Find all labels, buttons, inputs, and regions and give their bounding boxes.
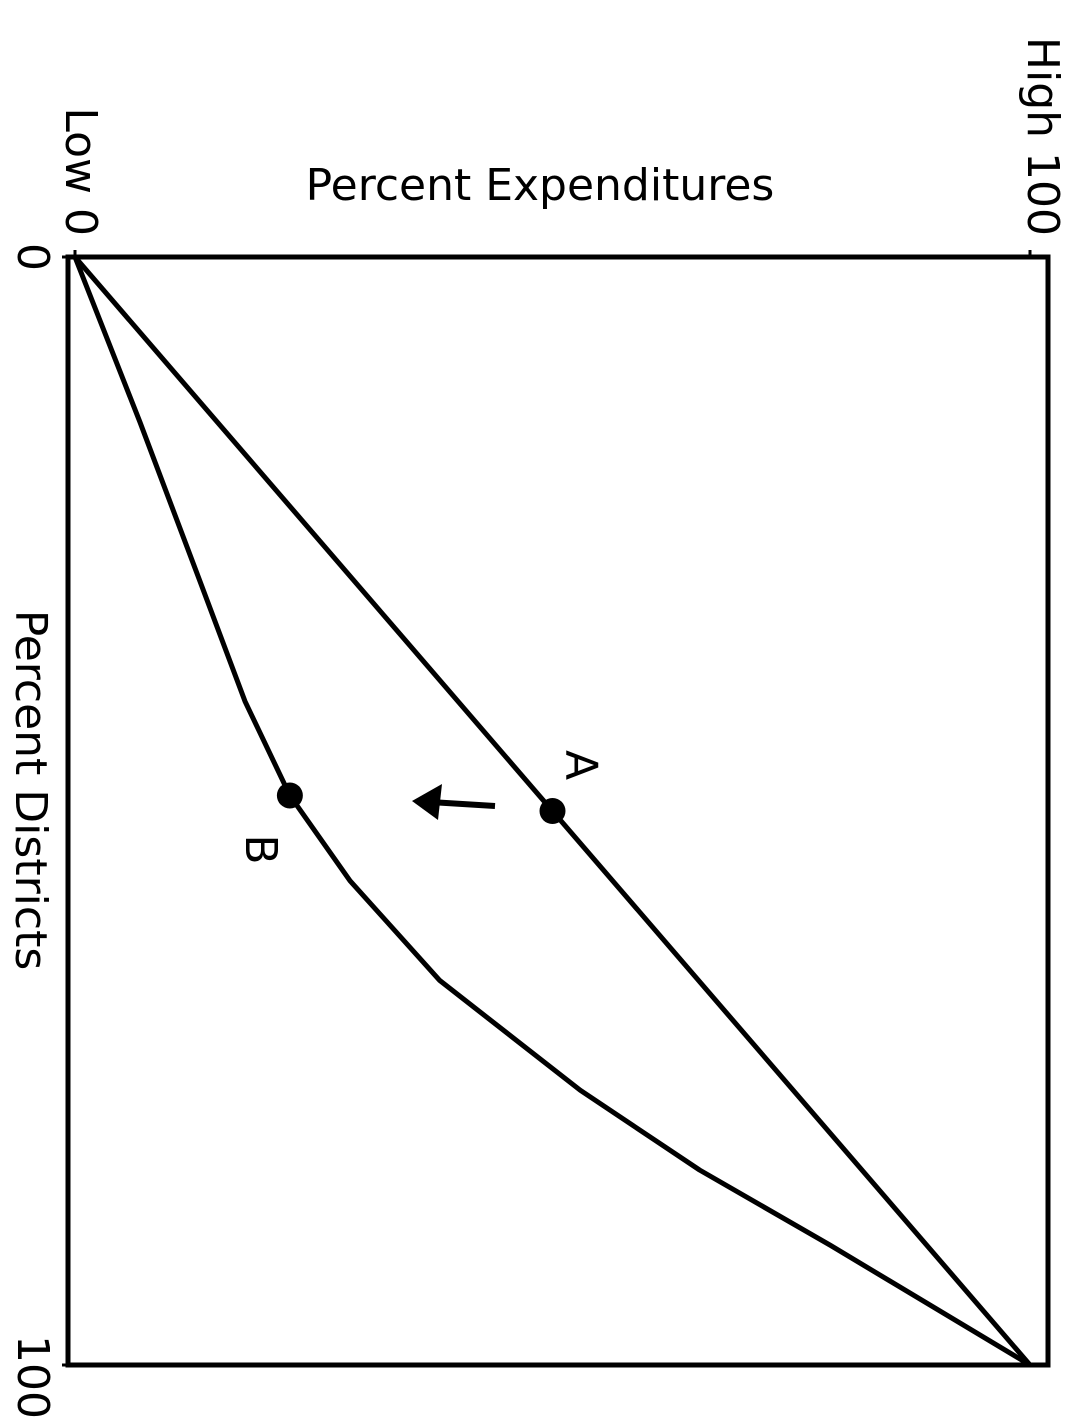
arrow bbox=[412, 784, 496, 820]
x-axis-label: Percent Districts bbox=[5, 610, 56, 971]
x-tick-label: 100 bbox=[7, 1335, 58, 1419]
point-label: A bbox=[556, 750, 607, 780]
point-label: B bbox=[235, 834, 286, 864]
point bbox=[276, 782, 303, 809]
plot-frame bbox=[65, 254, 1051, 1368]
y-tick-label: Low 0 bbox=[55, 107, 106, 236]
x-tick-label: 0 bbox=[7, 243, 58, 271]
point bbox=[539, 798, 566, 824]
curve bbox=[72, 256, 1032, 1368]
y-tick-label: High 100 bbox=[1017, 37, 1068, 236]
chart-title: Percent Expenditures bbox=[306, 160, 775, 211]
